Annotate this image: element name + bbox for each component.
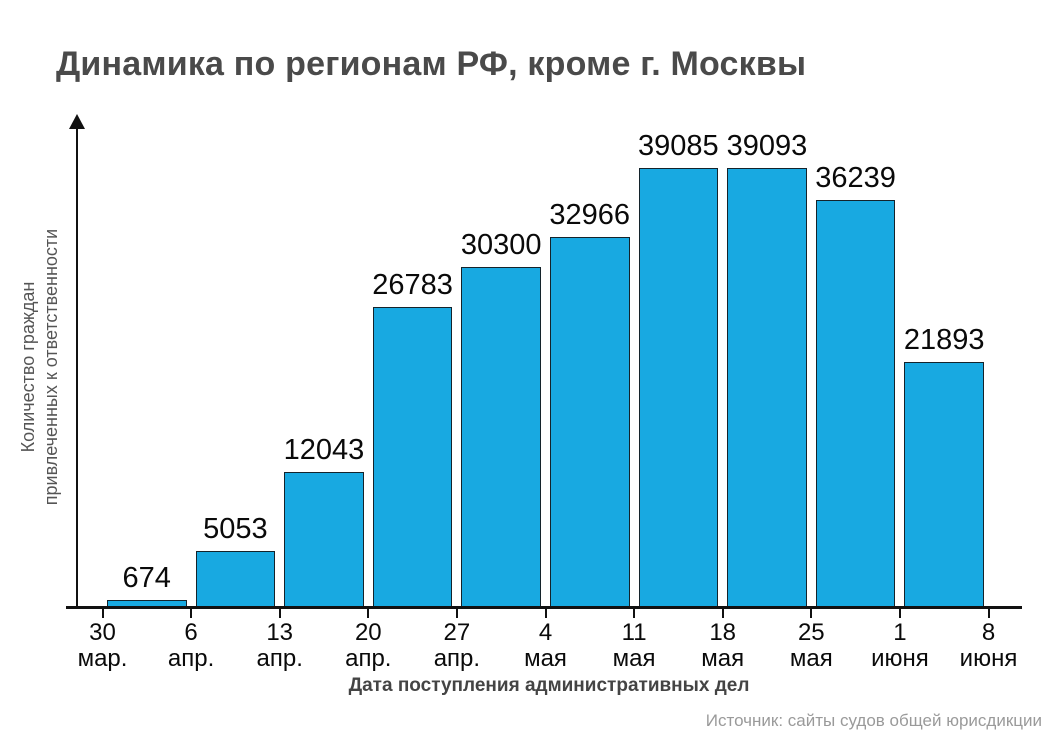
x-tick-label: 1 июня [871,619,929,672]
bar-value-label: 39085 [638,130,719,163]
x-tick-label: 11 мая [612,619,656,672]
source-note: Источник: сайты судов общей юрисдикции [705,711,1042,730]
x-tick-label: 27 апр. [433,619,481,672]
bar [727,168,807,608]
x-tick-label: 30 мар. [77,619,128,672]
bar [284,472,364,608]
y-axis-arrow-icon [69,114,85,129]
x-tick-label: 25 мая [789,619,833,672]
x-axis-tick [455,608,458,618]
x-tick-label: 6 апр. [167,619,215,672]
x-tick-label: 18 мая [701,619,745,672]
x-tick-label: 8 июня [959,619,1018,672]
x-axis-tick [898,608,901,618]
bar-value-label: 5053 [203,513,268,546]
x-axis-label: Дата поступления административных дел [348,675,750,696]
x-axis-tick [721,608,724,618]
bar-value-label: 30300 [460,228,542,261]
x-tick-label: 20 апр. [345,619,392,672]
x-axis-tick [810,608,813,618]
bar [904,361,984,608]
x-axis-tick [101,608,104,618]
x-tick-label: 4 мая [524,619,567,672]
bar [638,168,719,608]
bar-value-label: 12043 [283,434,365,467]
x-axis-tick [987,608,990,618]
chart-title: Динамика по регионам РФ, кроме г. Москвы [56,45,807,83]
bar [550,236,630,608]
x-axis-line [66,606,1022,609]
bar-value-label: 674 [122,562,171,595]
bar [195,551,276,608]
x-tick-label: 13 апр. [256,619,303,672]
bar-value-label: 39093 [726,130,808,162]
y-axis-line [76,126,78,609]
x-axis-tick [544,608,547,618]
bar-value-label: 36239 [815,162,896,195]
x-axis-tick [278,608,281,618]
bar [815,200,896,608]
bar-value-label: 26783 [372,268,453,301]
bar [461,266,541,608]
x-axis-tick [367,608,370,618]
x-axis-tick [633,608,636,618]
bar-value-label: 32966 [549,198,631,231]
x-axis-tick [190,608,193,618]
bar-value-label: 21893 [903,323,985,356]
